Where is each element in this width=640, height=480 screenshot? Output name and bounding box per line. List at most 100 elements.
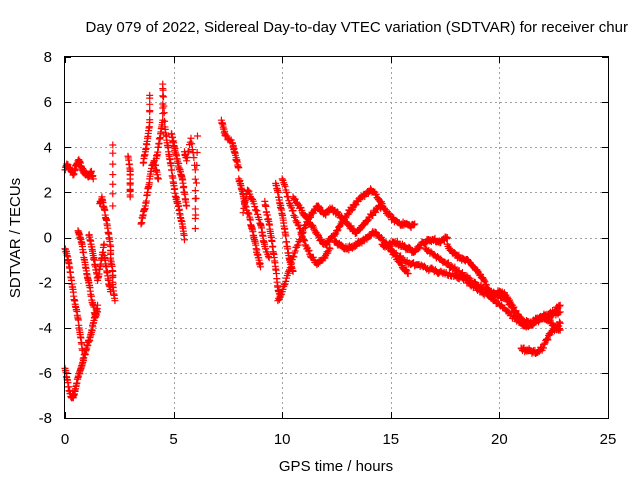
- data-point: [241, 196, 249, 204]
- data-point: [304, 215, 312, 223]
- data-point: [278, 175, 286, 183]
- data-point: [193, 148, 201, 156]
- data-point: [545, 315, 553, 323]
- data-point: [404, 270, 412, 278]
- y-tick-label: 4: [44, 139, 52, 156]
- x-tick-labels: 0 5 10 15 20 25: [61, 431, 617, 448]
- data-point: [254, 210, 262, 218]
- data-point: [287, 261, 295, 269]
- data-point: [159, 80, 167, 88]
- data-point: [109, 202, 117, 210]
- data-point: [264, 252, 272, 260]
- data-point: [109, 180, 117, 188]
- data-point: [275, 294, 283, 302]
- data-point: [555, 302, 563, 310]
- y-tick-label: -6: [39, 365, 52, 382]
- data-point: [291, 213, 299, 221]
- data-point: [154, 175, 162, 183]
- data-point: [314, 230, 322, 238]
- x-tick-label: 25: [600, 431, 617, 448]
- data-point: [344, 210, 352, 218]
- data-point: [325, 244, 333, 252]
- x-tick-label: 10: [274, 431, 291, 448]
- data-point: [288, 259, 296, 267]
- y-tick-label: 2: [44, 184, 52, 201]
- data-point: [300, 236, 308, 244]
- data-point: [314, 203, 322, 211]
- data-point: [282, 277, 290, 285]
- data-point: [281, 182, 289, 190]
- data-point: [551, 325, 559, 333]
- data-point: [193, 132, 201, 140]
- data-point: [372, 208, 380, 216]
- data-point: [286, 264, 294, 272]
- data-point: [191, 205, 199, 213]
- data-point: [540, 340, 548, 348]
- y-tick-label: -8: [39, 410, 52, 427]
- y-tick-label: -4: [39, 320, 52, 337]
- data-point: [378, 202, 386, 210]
- data-point: [414, 245, 422, 253]
- data-point: [290, 194, 298, 202]
- data-point: [543, 335, 551, 343]
- data-point: [326, 245, 334, 253]
- data-point: [443, 234, 451, 241]
- data-point: [305, 246, 313, 254]
- data-point: [160, 109, 168, 117]
- data-point: [510, 303, 518, 311]
- data-point: [109, 141, 117, 149]
- chart-title: Day 079 of 2022, Sidereal Day-to-day VTE…: [86, 19, 628, 36]
- data-point: [94, 308, 102, 316]
- data-point: [146, 100, 154, 108]
- data-point: [193, 161, 201, 169]
- data-point: [482, 281, 490, 289]
- data-point: [555, 318, 563, 326]
- data-point: [187, 134, 195, 142]
- data-point: [556, 326, 564, 334]
- data-point: [280, 181, 288, 189]
- data-point: [188, 140, 196, 148]
- y-tick-labels: -8 -6 -4 -2 0 2 4 6 8: [39, 49, 52, 427]
- data-point: [100, 240, 108, 248]
- data-point: [180, 236, 188, 244]
- data-point: [241, 200, 249, 208]
- plot-frame: [64, 56, 609, 419]
- data-point: [109, 160, 117, 168]
- data-point: [301, 237, 309, 245]
- data-point: [298, 229, 306, 237]
- data-point: [192, 211, 200, 219]
- data-point: [262, 245, 270, 253]
- data-point: [289, 207, 297, 215]
- data-point: [411, 220, 419, 228]
- data-point: [251, 203, 259, 211]
- data-point: [363, 218, 371, 226]
- data-point: [240, 204, 248, 212]
- x-tick-label: 0: [61, 431, 69, 448]
- data-point: [109, 149, 117, 157]
- y-tick-label: 8: [44, 49, 52, 66]
- data-point: [190, 154, 198, 162]
- y-tick-label: 0: [44, 230, 52, 247]
- data-point: [480, 276, 488, 284]
- data-point: [159, 93, 167, 101]
- data-point: [540, 344, 548, 352]
- data-point: [416, 244, 424, 252]
- data-point: [191, 224, 199, 232]
- data-point: [109, 171, 117, 179]
- data-point: [296, 225, 304, 233]
- data-point: [279, 285, 287, 293]
- data-point: [146, 91, 154, 99]
- data-point: [185, 147, 193, 155]
- data-point: [111, 297, 119, 305]
- data-point: [289, 252, 297, 260]
- data-point: [283, 188, 291, 196]
- data-point: [291, 247, 299, 255]
- data-point: [188, 146, 196, 154]
- data-point: [245, 210, 253, 218]
- data-point: [159, 86, 167, 94]
- data-point: [191, 187, 199, 195]
- data-point: [556, 308, 564, 316]
- x-tick-label: 5: [169, 431, 177, 448]
- axis-ticks: [65, 57, 609, 419]
